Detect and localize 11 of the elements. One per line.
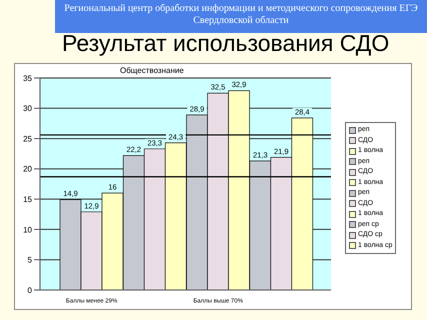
- chart-title: Результат использования СДО: [62, 30, 390, 57]
- y-tick-label: 30: [23, 104, 33, 114]
- y-tick-label: 10: [23, 225, 33, 234]
- chart-subtitle: Обществознание: [120, 66, 184, 75]
- y-tick-label: 35: [23, 74, 33, 83]
- y-tick-label: 15: [23, 194, 33, 204]
- y-tick-label: 20: [23, 164, 33, 174]
- y-tick-label: 0: [28, 286, 33, 295]
- y-tick-label: 5: [28, 256, 33, 265]
- text: Региональный центр обработки информации и методического сопровождения ЕГЭ Свердловской области: [63, 3, 419, 27]
- y-tick-label: 25: [23, 134, 33, 144]
